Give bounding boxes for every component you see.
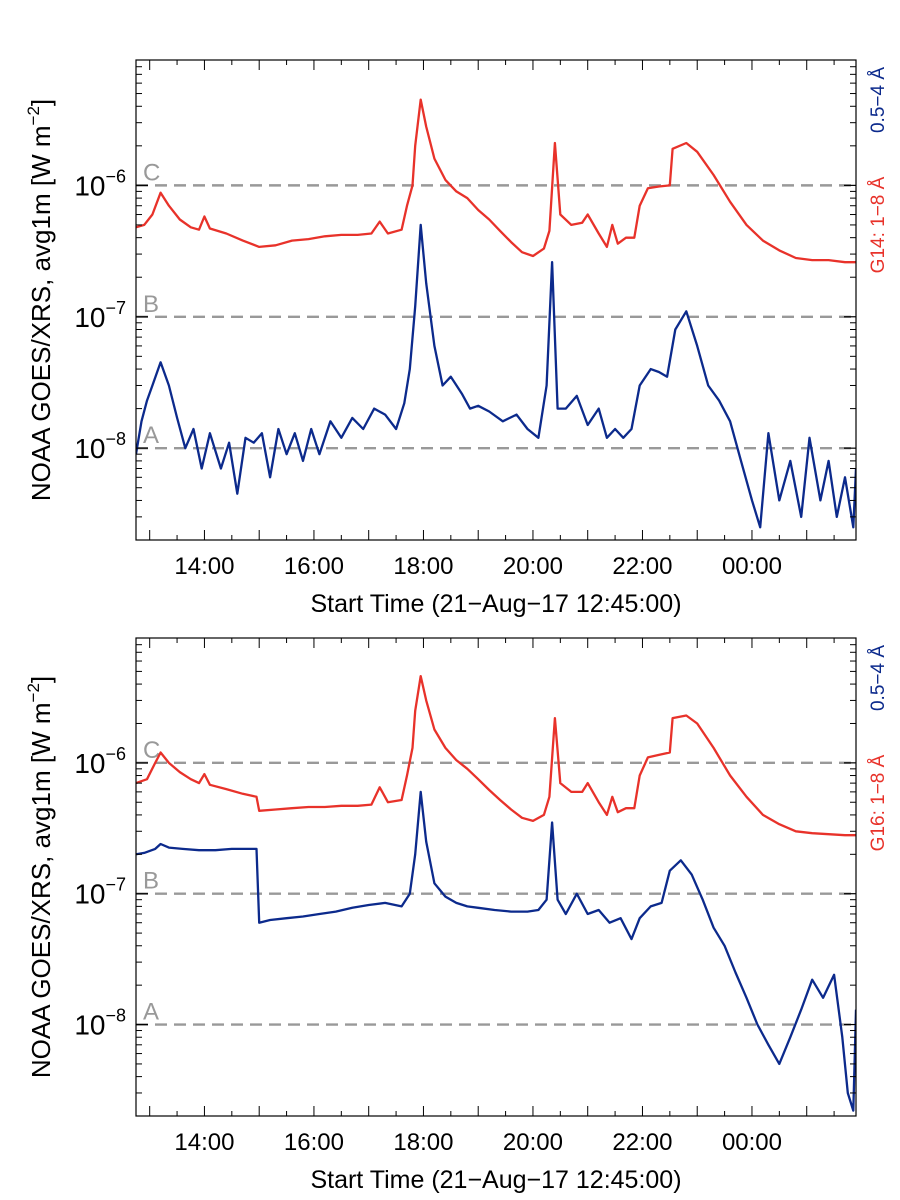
class-label-c: C [143, 159, 160, 186]
y-tick-base: 10 [74, 879, 105, 910]
y-axis-title-exponent: −2 [24, 683, 43, 702]
x-tick-label: 18:00 [393, 553, 453, 580]
series-line-high [136, 98, 856, 264]
x-tick-label: 16:00 [284, 553, 344, 580]
band-label-low: 0.5−4 Å [868, 645, 889, 711]
series-line-low [136, 790, 856, 1112]
y-tick-exponent: −8 [105, 1006, 126, 1026]
x-tick-label: 22:00 [612, 553, 672, 580]
x-tick-label: 16:00 [284, 1129, 344, 1156]
y-axis-title-main: NOAA GOES/XRS, avg1m [W m [26, 702, 56, 1078]
x-axis-title: Start Time (21−Aug−17 12:45:00) [310, 590, 681, 618]
band-label-high: G16: 1−8 Å [868, 754, 889, 851]
x-tick-label: 20:00 [503, 553, 563, 580]
class-label-c: C [143, 737, 160, 764]
series-line-high [136, 674, 856, 837]
y-tick-label: 10−7 [74, 875, 126, 910]
x-tick-label: 00:00 [722, 553, 782, 580]
y-tick-base: 10 [74, 302, 105, 333]
y-tick-label: 10−7 [74, 298, 126, 333]
y-tick-base: 10 [74, 170, 105, 201]
class-label-a: A [143, 999, 159, 1026]
class-label-b: B [143, 868, 159, 895]
band-label-low: 0.5−4 Å [868, 67, 889, 133]
y-tick-exponent: −6 [105, 744, 126, 764]
class-label-a: A [143, 422, 159, 449]
x-tick-label: 00:00 [722, 1129, 782, 1156]
y-axis-title: NOAA GOES/XRS, avg1m [W m−2] [24, 676, 56, 1078]
y-tick-label: 10−8 [74, 1006, 126, 1041]
y-axis-title-main: NOAA GOES/XRS, avg1m [W m [26, 125, 56, 501]
y-axis-title-close: ] [26, 676, 56, 683]
y-tick-base: 10 [74, 748, 105, 779]
y-tick-exponent: −7 [105, 875, 126, 895]
class-label-b: B [143, 291, 159, 318]
plot-frame [135, 637, 857, 1117]
plot-frame [135, 59, 857, 541]
y-tick-exponent: −7 [105, 298, 126, 318]
y-tick-label: 10−8 [74, 429, 126, 464]
y-tick-label: 10−6 [74, 744, 126, 779]
y-tick-base: 10 [74, 433, 105, 464]
y-tick-exponent: −8 [105, 429, 126, 449]
x-tick-label: 22:00 [612, 1129, 672, 1156]
x-tick-label: 14:00 [174, 1129, 234, 1156]
y-axis-title-exponent: −2 [24, 106, 43, 125]
x-tick-label: 20:00 [503, 1129, 563, 1156]
y-tick-base: 10 [74, 1010, 105, 1041]
x-axis-title: Start Time (21−Aug−17 12:45:00) [310, 1166, 681, 1194]
y-tick-exponent: −6 [105, 166, 126, 186]
y-axis-title: NOAA GOES/XRS, avg1m [W m−2] [24, 99, 56, 501]
y-axis-title-close: ] [26, 99, 56, 106]
band-label-high: G14: 1−8 Å [868, 176, 889, 273]
x-tick-label: 18:00 [393, 1129, 453, 1156]
series-line-low [136, 223, 856, 529]
x-tick-label: 14:00 [174, 553, 234, 580]
y-tick-label: 10−6 [74, 166, 126, 201]
